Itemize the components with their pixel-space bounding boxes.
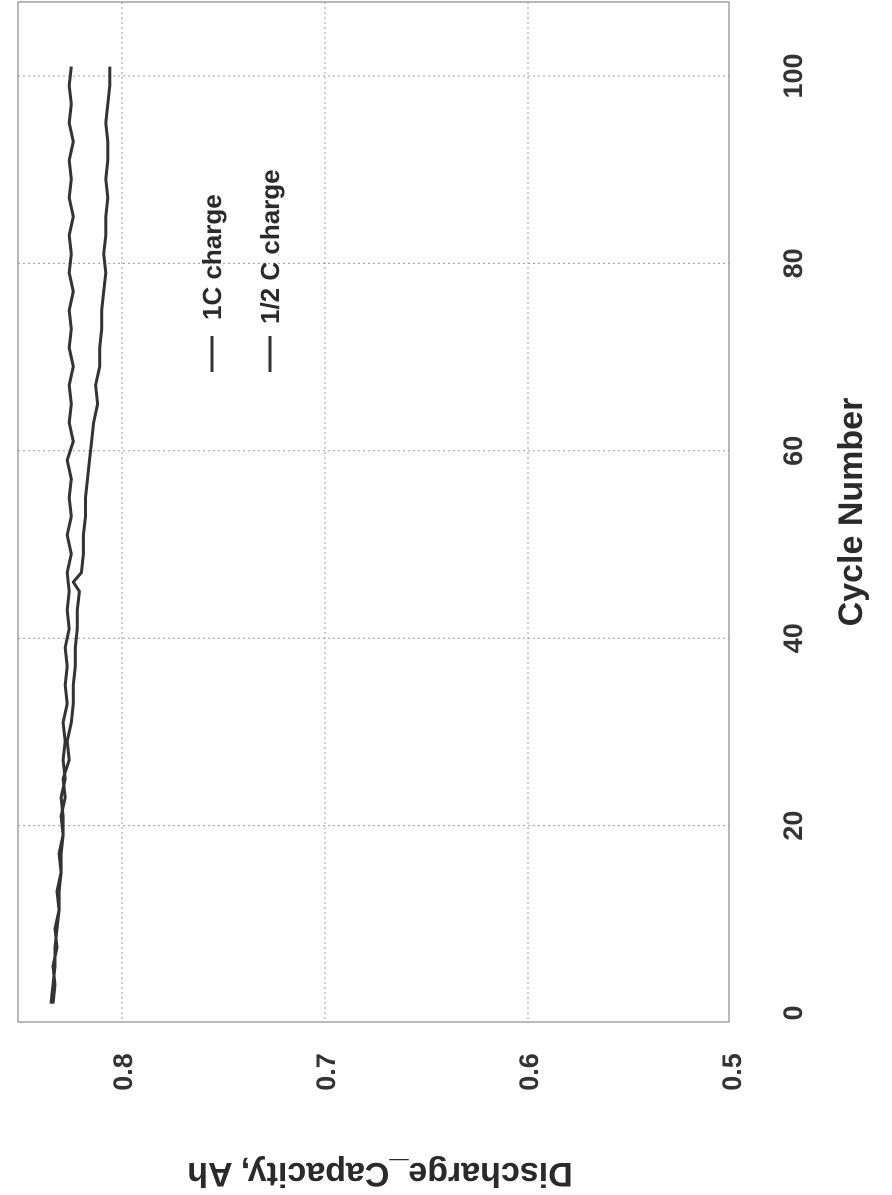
x-axis-title: Cycle Number — [832, 398, 870, 627]
y-axis-title: Discharge_Capacity, Ah — [187, 1155, 572, 1193]
y-tick-label: 0.6 — [514, 1053, 544, 1091]
x-tick-label: 60 — [778, 436, 808, 466]
x-tick-label: 40 — [778, 623, 808, 653]
x-tick-label: 80 — [778, 248, 808, 278]
y-tick-label: 0.7 — [311, 1053, 341, 1091]
x-tick-label: 100 — [778, 53, 808, 98]
y-tick-label: 0.8 — [108, 1053, 138, 1091]
legend-label-half-c-charge: 1/2 C charge — [255, 169, 285, 324]
series-line-1c-charge — [51, 67, 73, 1004]
x-tick-label: 20 — [778, 811, 808, 841]
grid-layer — [18, 2, 729, 1022]
x-tick-label: 0 — [778, 1005, 808, 1020]
legend-label-1c-charge: 1C charge — [197, 194, 227, 320]
y-tick-label: 0.5 — [717, 1053, 747, 1091]
plot-frame — [18, 2, 729, 1022]
series-line-half-c-charge — [53, 67, 110, 1004]
legend: 1C charge 1/2 C charge — [197, 169, 285, 372]
series-layer — [51, 67, 110, 1004]
